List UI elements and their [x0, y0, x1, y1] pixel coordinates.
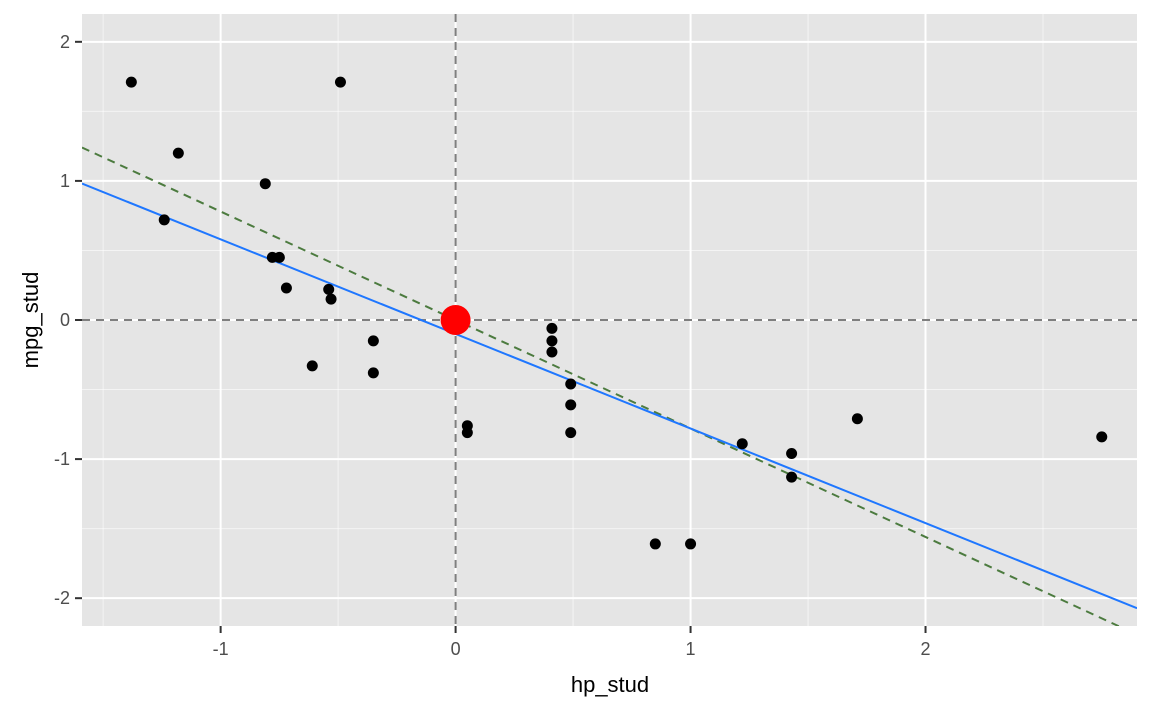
data-point [325, 293, 337, 305]
data-point [565, 427, 577, 439]
reference-lines [82, 14, 1137, 626]
data-point [565, 399, 577, 411]
x-axis-title: hp_stud [571, 672, 649, 697]
y-axis-title: mpg_stud [18, 272, 43, 369]
data-point [273, 251, 285, 263]
y-tick-label: -1 [54, 449, 70, 469]
center-point [440, 305, 471, 335]
data-point [280, 282, 292, 294]
data-point [367, 335, 379, 347]
data-point [259, 178, 271, 190]
data-point [546, 322, 558, 334]
data-point [158, 214, 170, 226]
y-tick-label: -2 [54, 588, 70, 608]
y-tick-label: 0 [60, 310, 70, 330]
x-tick-label: 0 [451, 639, 461, 659]
regression-fit-line [82, 182, 1137, 610]
reference-slope-line [82, 146, 1121, 626]
data-point [546, 335, 558, 347]
data-point [736, 438, 748, 450]
data-point [786, 448, 798, 460]
data-point [786, 471, 798, 483]
y-axis: -2 -1 0 1 2 [54, 32, 82, 608]
x-axis: -1 0 1 2 [213, 626, 931, 659]
data-points [125, 76, 1108, 550]
data-point [461, 427, 473, 439]
data-point [565, 378, 577, 390]
x-tick-label: -1 [213, 639, 229, 659]
data-point [851, 413, 863, 425]
data-point [172, 147, 184, 159]
data-point [367, 367, 379, 379]
x-tick-label: 1 [686, 639, 696, 659]
x-tick-label: 2 [921, 639, 931, 659]
data-point [546, 346, 558, 358]
data-point [323, 283, 335, 295]
data-point [649, 538, 661, 550]
data-point [334, 76, 346, 88]
data-point [685, 538, 697, 550]
y-tick-label: 2 [60, 32, 70, 52]
fit-lines [82, 146, 1137, 626]
y-tick-label: 1 [60, 171, 70, 191]
data-point [306, 360, 318, 372]
data-point [125, 76, 137, 88]
data-point [1096, 431, 1108, 443]
